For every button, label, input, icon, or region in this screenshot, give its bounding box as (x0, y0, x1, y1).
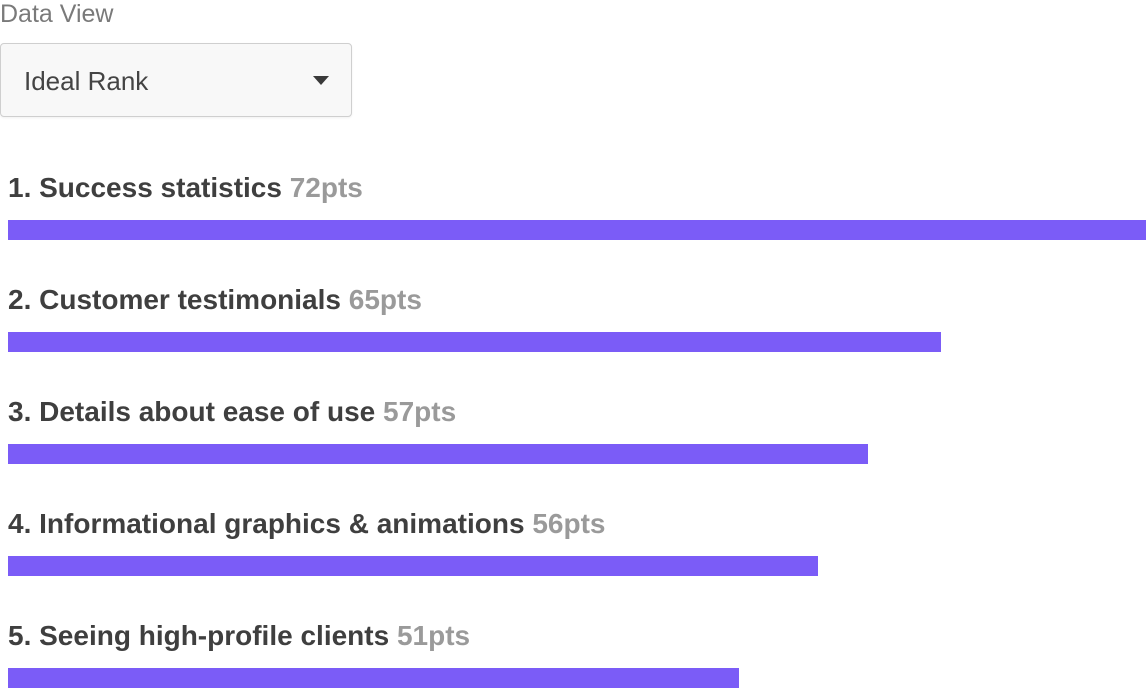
rank-category-label: 3. Details about ease of use (8, 396, 376, 427)
rank-category-label: 4. Informational graphics & animations (8, 508, 525, 539)
rank-item: 1. Success statistics 72pts (8, 170, 1146, 242)
rank-label: 5. Seeing high-profile clients 51pts (8, 618, 470, 654)
rank-bar-track (8, 444, 1146, 464)
rank-item: 3. Details about ease of use 57pts (8, 394, 1146, 466)
rank-item: 5. Seeing high-profile clients 51pts (8, 618, 1146, 688)
rank-bar-track (8, 668, 1146, 688)
rank-points-label: 57pts (383, 396, 457, 427)
rank-points-label: 51pts (396, 620, 471, 651)
rank-bar-track (8, 220, 1146, 240)
rank-bar-track (8, 332, 1146, 352)
rank-points-label: 56pts (532, 508, 606, 539)
rank-bar-track (8, 556, 1146, 576)
rank-label: 2. Customer testimonials 65pts (8, 282, 422, 318)
data-view-select[interactable]: Ideal Rank (0, 43, 352, 117)
rank-label: 4. Informational graphics & animations 5… (8, 506, 605, 542)
rank-category-label: 2. Customer testimonials (8, 284, 341, 315)
rank-bar (8, 444, 868, 464)
rank-item: 2. Customer testimonials 65pts (8, 282, 1146, 354)
rank-bar (8, 668, 739, 688)
rank-points-label: 72pts (289, 172, 363, 203)
rank-item: 4. Informational graphics & animations 5… (8, 506, 1146, 578)
rank-label: 1. Success statistics 72pts (8, 170, 363, 206)
chevron-down-icon (313, 76, 329, 85)
rank-points-label: 65pts (348, 284, 422, 315)
data-view-selected-value: Ideal Rank (24, 66, 149, 96)
rank-label: 3. Details about ease of use 57pts (8, 394, 456, 430)
rank-bar (8, 220, 1146, 240)
rank-bar (8, 332, 941, 352)
data-view-label: Data View (0, 0, 114, 28)
rank-bar (8, 556, 818, 576)
rank-category-label: 1. Success statistics (8, 172, 282, 203)
rank-category-label: 5. Seeing high-profile clients (8, 620, 390, 651)
